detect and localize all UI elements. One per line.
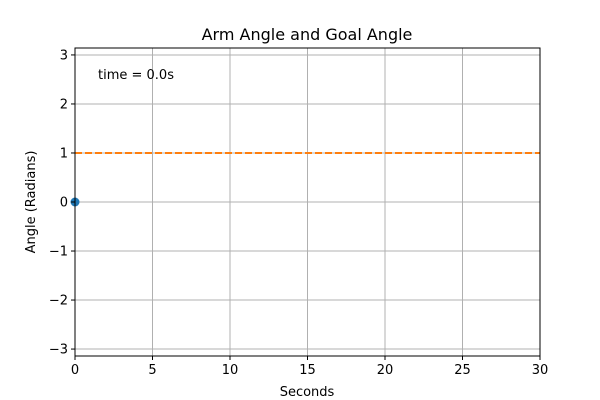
- x-tick-label: 25: [454, 363, 471, 378]
- y-tick-label: −3: [49, 343, 68, 358]
- x-tick-label: 0: [71, 363, 79, 378]
- y-tick-label: 3: [60, 48, 68, 63]
- series-layer: [70, 151, 540, 207]
- x-tick-label: 30: [532, 363, 549, 378]
- time-annotation: time = 0.0s: [98, 68, 174, 83]
- chart-title: Arm Angle and Goal Angle: [202, 25, 413, 44]
- y-tick-label: 0: [60, 196, 68, 211]
- x-axis-label: Seconds: [280, 385, 335, 400]
- grid-lines: [74, 48, 541, 356]
- y-axis-label: Angle (Radians): [24, 151, 39, 254]
- y-tick-label: 1: [60, 146, 68, 161]
- y-tick-label: −2: [49, 294, 68, 309]
- x-tick-label: 5: [148, 363, 156, 378]
- x-tick-label: 10: [222, 363, 239, 378]
- x-tick-label: 15: [299, 363, 316, 378]
- x-tick-label: 20: [377, 363, 394, 378]
- axis-ticks: 0 5 10 15 20 25 30 −3 −2 −1 0 1 2 3: [49, 48, 548, 378]
- y-tick-label: 2: [60, 97, 68, 112]
- y-tick-label: −1: [49, 245, 68, 260]
